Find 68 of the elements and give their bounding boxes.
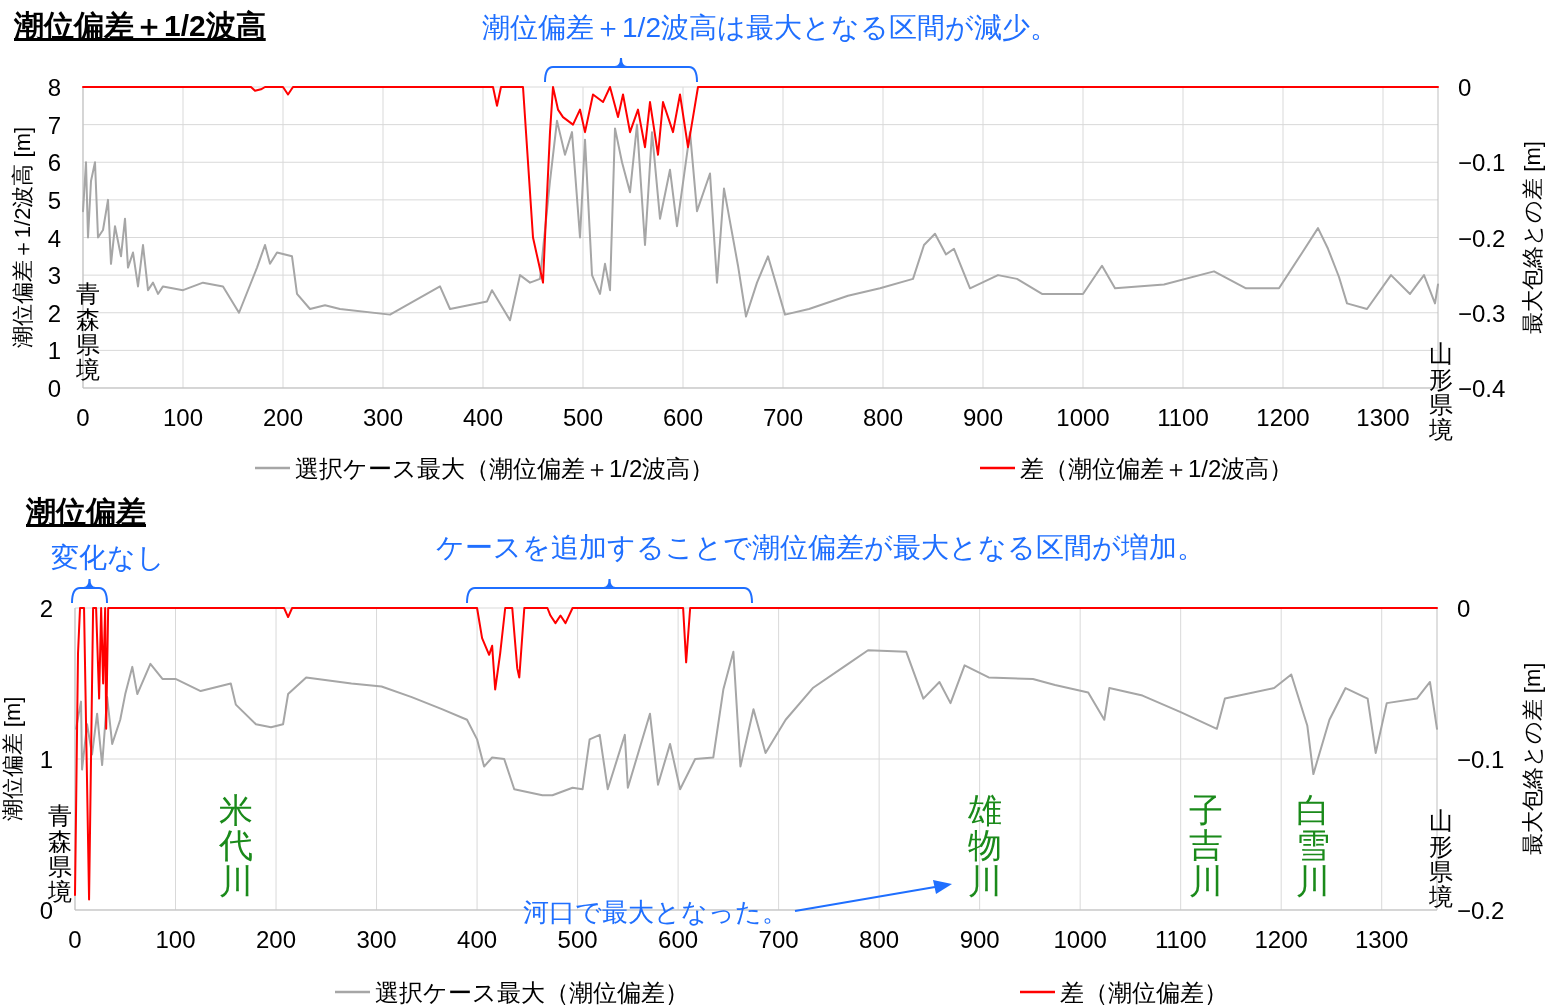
x-tick-label: 1100 [1154, 926, 1207, 953]
x-tick-label: 0 [68, 926, 82, 953]
annotation: 雄物川 [967, 790, 1002, 900]
x-tick-label: 1200 [1256, 404, 1310, 431]
x-tick-label: 1300 [1356, 404, 1410, 431]
y2-tick-label: −0.4 [1458, 375, 1506, 402]
annotation: 山形県境 [1428, 807, 1453, 910]
x-tick-label: 800 [862, 404, 904, 431]
y2-tick-label: 0 [1458, 74, 1472, 101]
y-tick-label: 2 [47, 299, 61, 327]
x-tick-label: 500 [557, 926, 598, 953]
x-tick-label: 900 [962, 404, 1004, 431]
chart-title: 潮位偏差 [25, 495, 146, 528]
y-tick-label: 5 [47, 186, 61, 214]
annotation: 青森県境 [75, 280, 100, 383]
y-tick-label: 7 [47, 111, 61, 139]
y-tick-label: 1 [47, 337, 61, 365]
x-tick-label: 400 [457, 926, 498, 953]
x-tick-label: 600 [662, 404, 704, 431]
x-tick-label: 0 [76, 404, 90, 431]
y2-tick-label: −0.2 [1458, 224, 1506, 252]
x-tick-label: 1000 [1053, 926, 1107, 953]
legend-label: 差（潮位偏差＋1/2波高） [1020, 455, 1294, 482]
x-tick-label: 200 [256, 926, 297, 953]
text: 潮位偏差＋1/2波高は最大となる区間が減少。 [482, 12, 1058, 43]
chart-title: 潮位偏差＋1/2波高 [13, 9, 266, 42]
x-tick-label: 900 [959, 926, 1000, 953]
text: ケースを追加することで潮位偏差が最大となる区間が増加。 [435, 532, 1205, 563]
y2-tick-label: −0.3 [1458, 299, 1506, 327]
x-tick-label: 100 [162, 404, 204, 431]
y-tick-label: 3 [47, 262, 61, 290]
x-tick-label: 1200 [1254, 926, 1308, 953]
legend-label: 選択ケース最大（潮位偏差） [375, 979, 689, 1006]
x-tick-label: 1300 [1355, 926, 1409, 953]
x-tick-label: 300 [356, 926, 397, 953]
x-tick-label: 800 [859, 926, 900, 953]
annotation: 米代川 [218, 790, 253, 900]
text: 変化なし [51, 542, 165, 573]
y2-tick-label: −0.1 [1457, 746, 1505, 773]
y-tick-label: 6 [47, 149, 61, 177]
y-tick-label: 2 [39, 595, 53, 622]
x-tick-label: 1100 [1157, 404, 1209, 431]
annotation: 河口で最大となった。 [522, 897, 788, 927]
y-tick-label: 8 [47, 74, 61, 101]
legend-label: 差（潮位偏差） [1060, 979, 1228, 1006]
x-tick-label: 400 [462, 404, 504, 431]
x-tick-label: 100 [155, 926, 196, 953]
y2-tick-label: −0.2 [1457, 897, 1505, 924]
annotation: 子吉川 [1189, 790, 1223, 900]
legend-label: 選択ケース最大（潮位偏差＋1/2波高） [295, 455, 715, 482]
x-tick-label: 600 [658, 926, 699, 953]
y2-axis-title: 最大包絡との差 [m] [1520, 662, 1545, 856]
x-tick-label: 700 [758, 926, 799, 953]
annotation: 山形県境 [1428, 340, 1453, 443]
x-tick-label: 700 [762, 404, 804, 431]
y-tick-label: 1 [39, 746, 53, 773]
y-axis-title: 潮位偏差＋1/2波高 [m] [10, 126, 35, 349]
y2-tick-label: −0.1 [1458, 149, 1506, 177]
y2-tick-label: 0 [1457, 595, 1471, 622]
y-tick-label: 4 [47, 224, 61, 252]
x-tick-label: 300 [362, 404, 404, 431]
y2-axis-title: 最大包絡との差 [m] [1520, 141, 1545, 334]
annotation: 白雪川 [1296, 790, 1330, 900]
y-tick-label: 0 [47, 375, 61, 402]
x-tick-label: 1000 [1056, 404, 1110, 431]
x-tick-label: 200 [262, 404, 304, 431]
y-axis-title: 潮位偏差 [m] [0, 696, 25, 822]
x-tick-label: 500 [562, 404, 604, 431]
